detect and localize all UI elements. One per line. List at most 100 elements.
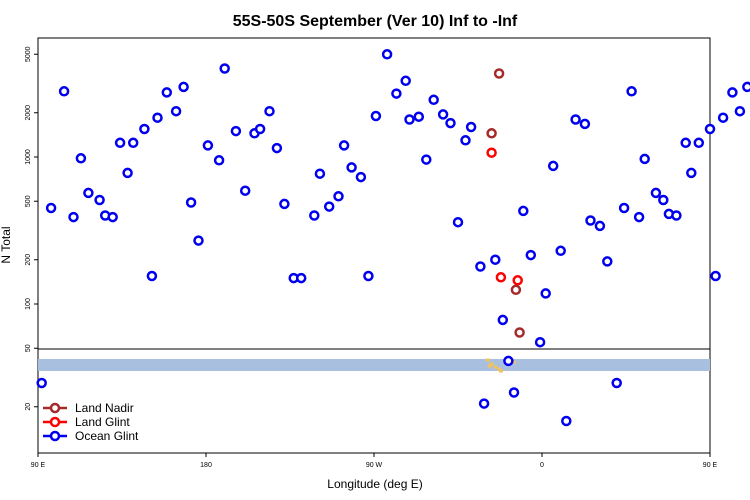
point-ocean-glint	[460, 135, 471, 146]
point-ocean-glint	[465, 121, 477, 133]
point-ocean-glint	[264, 105, 275, 117]
point-ocean-glint	[602, 256, 613, 267]
point-ocean-glint	[323, 201, 335, 212]
band-mark	[485, 358, 490, 362]
y-tick-label: 100	[25, 298, 32, 310]
point-ocean-glint	[658, 194, 669, 206]
point-ocean-glint	[230, 125, 242, 137]
point-ocean-glint	[555, 245, 566, 257]
point-ocean-glint	[639, 153, 650, 165]
point-ocean-glint	[213, 155, 225, 166]
y-tick-label: 20	[25, 403, 32, 411]
point-ocean-glint	[490, 254, 501, 265]
point-ocean-glint	[525, 249, 537, 261]
point-ocean-glint	[570, 114, 581, 125]
x-tick-label: 90 E	[703, 462, 718, 469]
y-tick-label: 5000	[25, 46, 32, 62]
point-ocean-glint	[271, 142, 283, 154]
y-tick-label: 50	[25, 344, 32, 352]
point-ocean-glint	[547, 160, 559, 172]
point-ocean-glint	[45, 202, 57, 214]
coverage-band	[38, 359, 710, 371]
point-ocean-glint	[279, 198, 290, 210]
point-ocean-glint	[355, 171, 367, 183]
point-ocean-glint	[633, 211, 645, 223]
point-ocean-glint	[122, 167, 133, 179]
point-ocean-glint	[333, 191, 344, 202]
point-ocean-glint	[400, 75, 411, 87]
x-axis: 90 E 180 90 W 0 90 E	[31, 453, 718, 469]
point-ocean-glint	[107, 211, 118, 223]
y-tick-label: 1000	[25, 149, 32, 165]
point-ocean-glint	[508, 387, 520, 398]
point-ocean-glint	[693, 137, 705, 149]
legend-marker-land-nadir	[49, 402, 61, 414]
point-ocean-glint	[671, 210, 682, 221]
point-land-nadir	[493, 68, 505, 79]
point-land-glint	[512, 275, 523, 286]
band-mark	[493, 365, 498, 369]
point-land-glint	[495, 272, 507, 283]
point-ocean-glint	[437, 109, 449, 120]
point-ocean-glint	[540, 288, 551, 299]
point-ocean-glint	[579, 118, 591, 130]
y-axis-label: N Total	[0, 226, 13, 263]
point-ocean-glint	[650, 187, 662, 199]
point-ocean-glint	[503, 355, 514, 367]
point-ocean-glint	[114, 137, 126, 149]
point-ocean-glint	[734, 105, 746, 117]
x-tick-label: 0	[540, 462, 544, 469]
point-ocean-glint	[561, 415, 572, 427]
point-ocean-glint	[202, 140, 214, 151]
point-ocean-glint	[219, 63, 230, 74]
point-ocean-glint	[421, 154, 432, 165]
y-axis: 50 100 200 500 1000 2000 5000 20	[25, 46, 38, 411]
y-tick-label: 2000	[25, 105, 32, 121]
point-ocean-glint	[161, 87, 173, 98]
point-ocean-glint	[391, 88, 402, 99]
point-ocean-glint	[239, 185, 251, 196]
point-land-nadir	[514, 327, 525, 338]
band-mark	[487, 364, 492, 368]
point-ocean-glint	[178, 81, 189, 93]
point-ocean-glint	[452, 216, 464, 228]
band-mark	[489, 362, 494, 366]
x-tick-label: 180	[200, 462, 212, 469]
data-points	[36, 49, 750, 427]
point-land-glint	[486, 147, 497, 158]
point-ocean-glint	[497, 314, 509, 326]
point-ocean-glint	[534, 336, 546, 348]
point-ocean-glint	[594, 220, 606, 232]
point-ocean-glint	[727, 87, 738, 98]
point-ocean-glint	[193, 235, 204, 246]
point-ocean-glint	[585, 215, 596, 226]
point-ocean-glint	[152, 112, 163, 123]
point-ocean-glint	[295, 272, 307, 284]
point-ocean-glint	[518, 205, 529, 217]
point-ocean-glint	[680, 137, 691, 149]
point-land-nadir	[510, 284, 522, 296]
legend-label-land-glint: Land Glint	[75, 415, 130, 429]
point-ocean-glint	[717, 112, 729, 123]
point-ocean-glint	[170, 105, 182, 117]
band-mark	[498, 369, 503, 373]
point-ocean-glint	[611, 377, 622, 389]
point-ocean-glint	[413, 111, 425, 122]
point-ocean-glint	[139, 123, 150, 135]
point-ocean-glint	[127, 137, 139, 149]
y-tick-label: 200	[25, 254, 32, 266]
legend-label-land-nadir: Land Nadir	[75, 401, 134, 415]
point-ocean-glint	[309, 210, 320, 221]
point-ocean-glint	[428, 94, 439, 106]
point-ocean-glint	[363, 270, 374, 282]
x-axis-label: Longitude (deg E)	[327, 477, 422, 491]
x-tick-label: 90 E	[31, 462, 46, 469]
x-tick-label: 90 W	[366, 462, 383, 469]
point-ocean-glint	[381, 49, 393, 60]
point-ocean-glint	[478, 398, 490, 409]
plot-frame	[37, 37, 711, 454]
point-ocean-glint	[370, 110, 382, 122]
point-ocean-glint	[704, 123, 716, 135]
chart-title: 55S-50S September (Ver 10) Inf to -Inf	[233, 13, 518, 30]
point-ocean-glint	[75, 153, 87, 164]
